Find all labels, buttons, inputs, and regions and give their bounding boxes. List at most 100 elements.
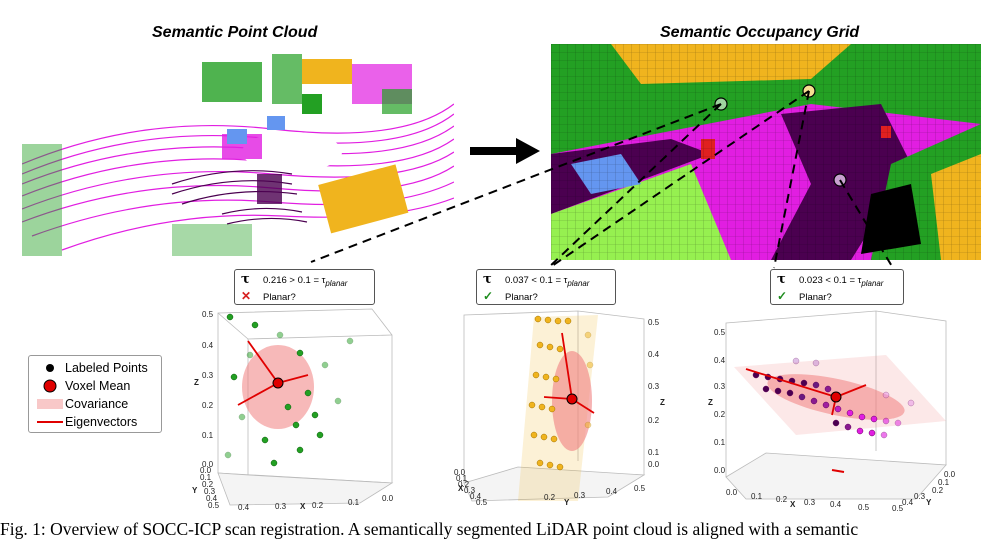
y-tick: 0.3 (204, 487, 216, 496)
z-tick: 0.3 (714, 382, 726, 391)
check-icon: ✓ (483, 288, 494, 303)
planarity-test: 0.037 < 0.1 = τ (505, 275, 568, 286)
x-tick: 0.0 (382, 494, 394, 503)
z-tick: 0.4 (202, 341, 214, 350)
y-tick: 0.5 (892, 504, 904, 513)
y-tick: 0.3 (914, 492, 926, 501)
legend-label: Labeled Points (65, 361, 148, 375)
arrow-icon (470, 138, 540, 164)
y-tick: 0.4 (470, 492, 482, 501)
planarity-subscript: planar (567, 278, 590, 288)
planar-question: Planar? (505, 291, 538, 303)
z-tick: 0.5 (648, 318, 660, 327)
x-tick: 0.2 (776, 495, 788, 504)
planarity-subscript: planar (325, 278, 348, 288)
z-tick: 0.2 (648, 416, 660, 425)
tau-symbol: τ (241, 272, 250, 287)
check-icon: ✓ (777, 288, 788, 303)
z-axis-label: Z (708, 398, 713, 407)
z-tick: 0.0 (714, 466, 726, 475)
red-dot-icon (35, 379, 65, 393)
y-tick: 0.1 (200, 473, 212, 482)
z-tick: 0.2 (202, 401, 214, 410)
z-tick: 0.2 (714, 410, 726, 419)
z-tick: 0.1 (202, 431, 214, 440)
x-tick: 0.3 (804, 498, 816, 507)
x-tick: 0.1 (348, 498, 360, 507)
legend: Labeled Points Voxel Mean Covariance Eig… (28, 355, 162, 433)
legend-item-labeled-points: Labeled Points (35, 359, 155, 377)
plot-2: 0.5 0.4 0.3 0.2 0.1 0.0 Z 0.2 0.3 0.4 0.… (454, 310, 665, 507)
x-tick: 0.1 (751, 492, 763, 501)
x-tick: 0.4 (830, 500, 842, 509)
x-tick: 0.0 (726, 488, 738, 497)
black-dot-icon (35, 363, 65, 373)
z-tick: 0.1 (648, 448, 660, 457)
legend-item-voxel-mean: Voxel Mean (35, 377, 155, 395)
z-tick: 0.5 (714, 328, 726, 337)
planar-question: Planar? (263, 291, 296, 303)
covariance-swatch-icon (35, 399, 65, 409)
legend-item-eigenvectors: Eigenvectors (35, 413, 155, 431)
x-tick: 0.4 (238, 503, 250, 512)
occupancy-grid-title: Semantic Occupancy Grid (660, 24, 860, 41)
z-tick: 0.5 (202, 310, 214, 319)
y-tick: 0.1 (938, 478, 950, 487)
y-axis-label: Y (564, 498, 570, 507)
y-tick: 0.0 (200, 466, 212, 475)
panel-3-info-box: τ 0.023 < 0.1 = τplanar ✓ Planar? (770, 269, 904, 305)
x-tick: 0.5 (858, 503, 870, 512)
y-tick: 0.0 (454, 468, 466, 477)
point-cloud-title: Semantic Point Cloud (152, 24, 318, 41)
legend-label: Covariance (65, 397, 129, 411)
legend-label: Voxel Mean (65, 379, 131, 393)
tau-symbol: τ (777, 272, 786, 287)
legend-label: Eigenvectors (65, 415, 138, 429)
z-tick: 0.3 (648, 382, 660, 391)
y-tick: 0.4 (902, 498, 914, 507)
point-cloud-image (22, 44, 454, 256)
y-tick: 0.0 (944, 470, 956, 479)
x-tick: 0.4 (606, 487, 618, 496)
occupancy-grid-image (551, 44, 981, 260)
y-tick: 0.4 (206, 494, 218, 503)
y-tick: 0.5 (208, 501, 220, 510)
planarity-test: 0.023 < 0.1 = τ (799, 275, 862, 286)
z-tick: 0.0 (648, 460, 660, 469)
z-axis-label: Z (194, 378, 199, 387)
figure-caption: Fig. 1: Overview of SOCC-ICP scan regist… (0, 519, 859, 539)
y-tick: 0.2 (932, 486, 944, 495)
cross-icon: ✕ (241, 288, 252, 303)
z-tick: 0.4 (648, 350, 660, 359)
x-axis-label: X (458, 484, 464, 493)
x-tick: 0.5 (634, 484, 646, 493)
y-tick: 0.3 (464, 486, 476, 495)
planar-question: Planar? (799, 291, 832, 303)
panel-2-info-box: τ 0.037 < 0.1 = τplanar ✓ Planar? (476, 269, 616, 305)
z-tick: 0.1 (714, 438, 726, 447)
y-tick: 0.1 (456, 474, 468, 483)
z-tick: 0.4 (714, 356, 726, 365)
z-axis-label: Z (660, 398, 665, 407)
planarity-test: 0.216 > 0.1 = τ (263, 275, 326, 286)
legend-item-covariance: Covariance (35, 395, 155, 413)
red-line-icon (35, 419, 65, 425)
y-axis-label: Y (926, 498, 932, 507)
y-tick: 0.2 (202, 480, 214, 489)
x-tick: 0.2 (544, 493, 556, 502)
y-tick: 0.5 (476, 498, 488, 507)
z-tick: 0.3 (202, 371, 214, 380)
x-axis-label: X (790, 500, 796, 509)
tau-symbol: τ (483, 272, 492, 287)
y-tick: 0.2 (458, 480, 470, 489)
x-axis-label: X (300, 502, 306, 511)
y-axis-label: Y (192, 486, 198, 495)
plot-3: 0.5 0.4 0.3 0.2 0.1 0.0 Z 0.0 0.1 0.2 0.… (708, 310, 956, 513)
z-tick: 0.0 (202, 460, 214, 469)
x-tick: 0.2 (312, 501, 324, 510)
plot-1: 0.5 0.4 0.3 0.2 0.1 0.0 Z 0.4 0.3 0.2 0.… (192, 308, 394, 512)
panel-1-info-box: τ 0.216 > 0.1 = τplanar ✕ Planar? (234, 269, 375, 305)
x-tick: 0.3 (574, 491, 586, 500)
planarity-subscript: planar (861, 278, 884, 288)
